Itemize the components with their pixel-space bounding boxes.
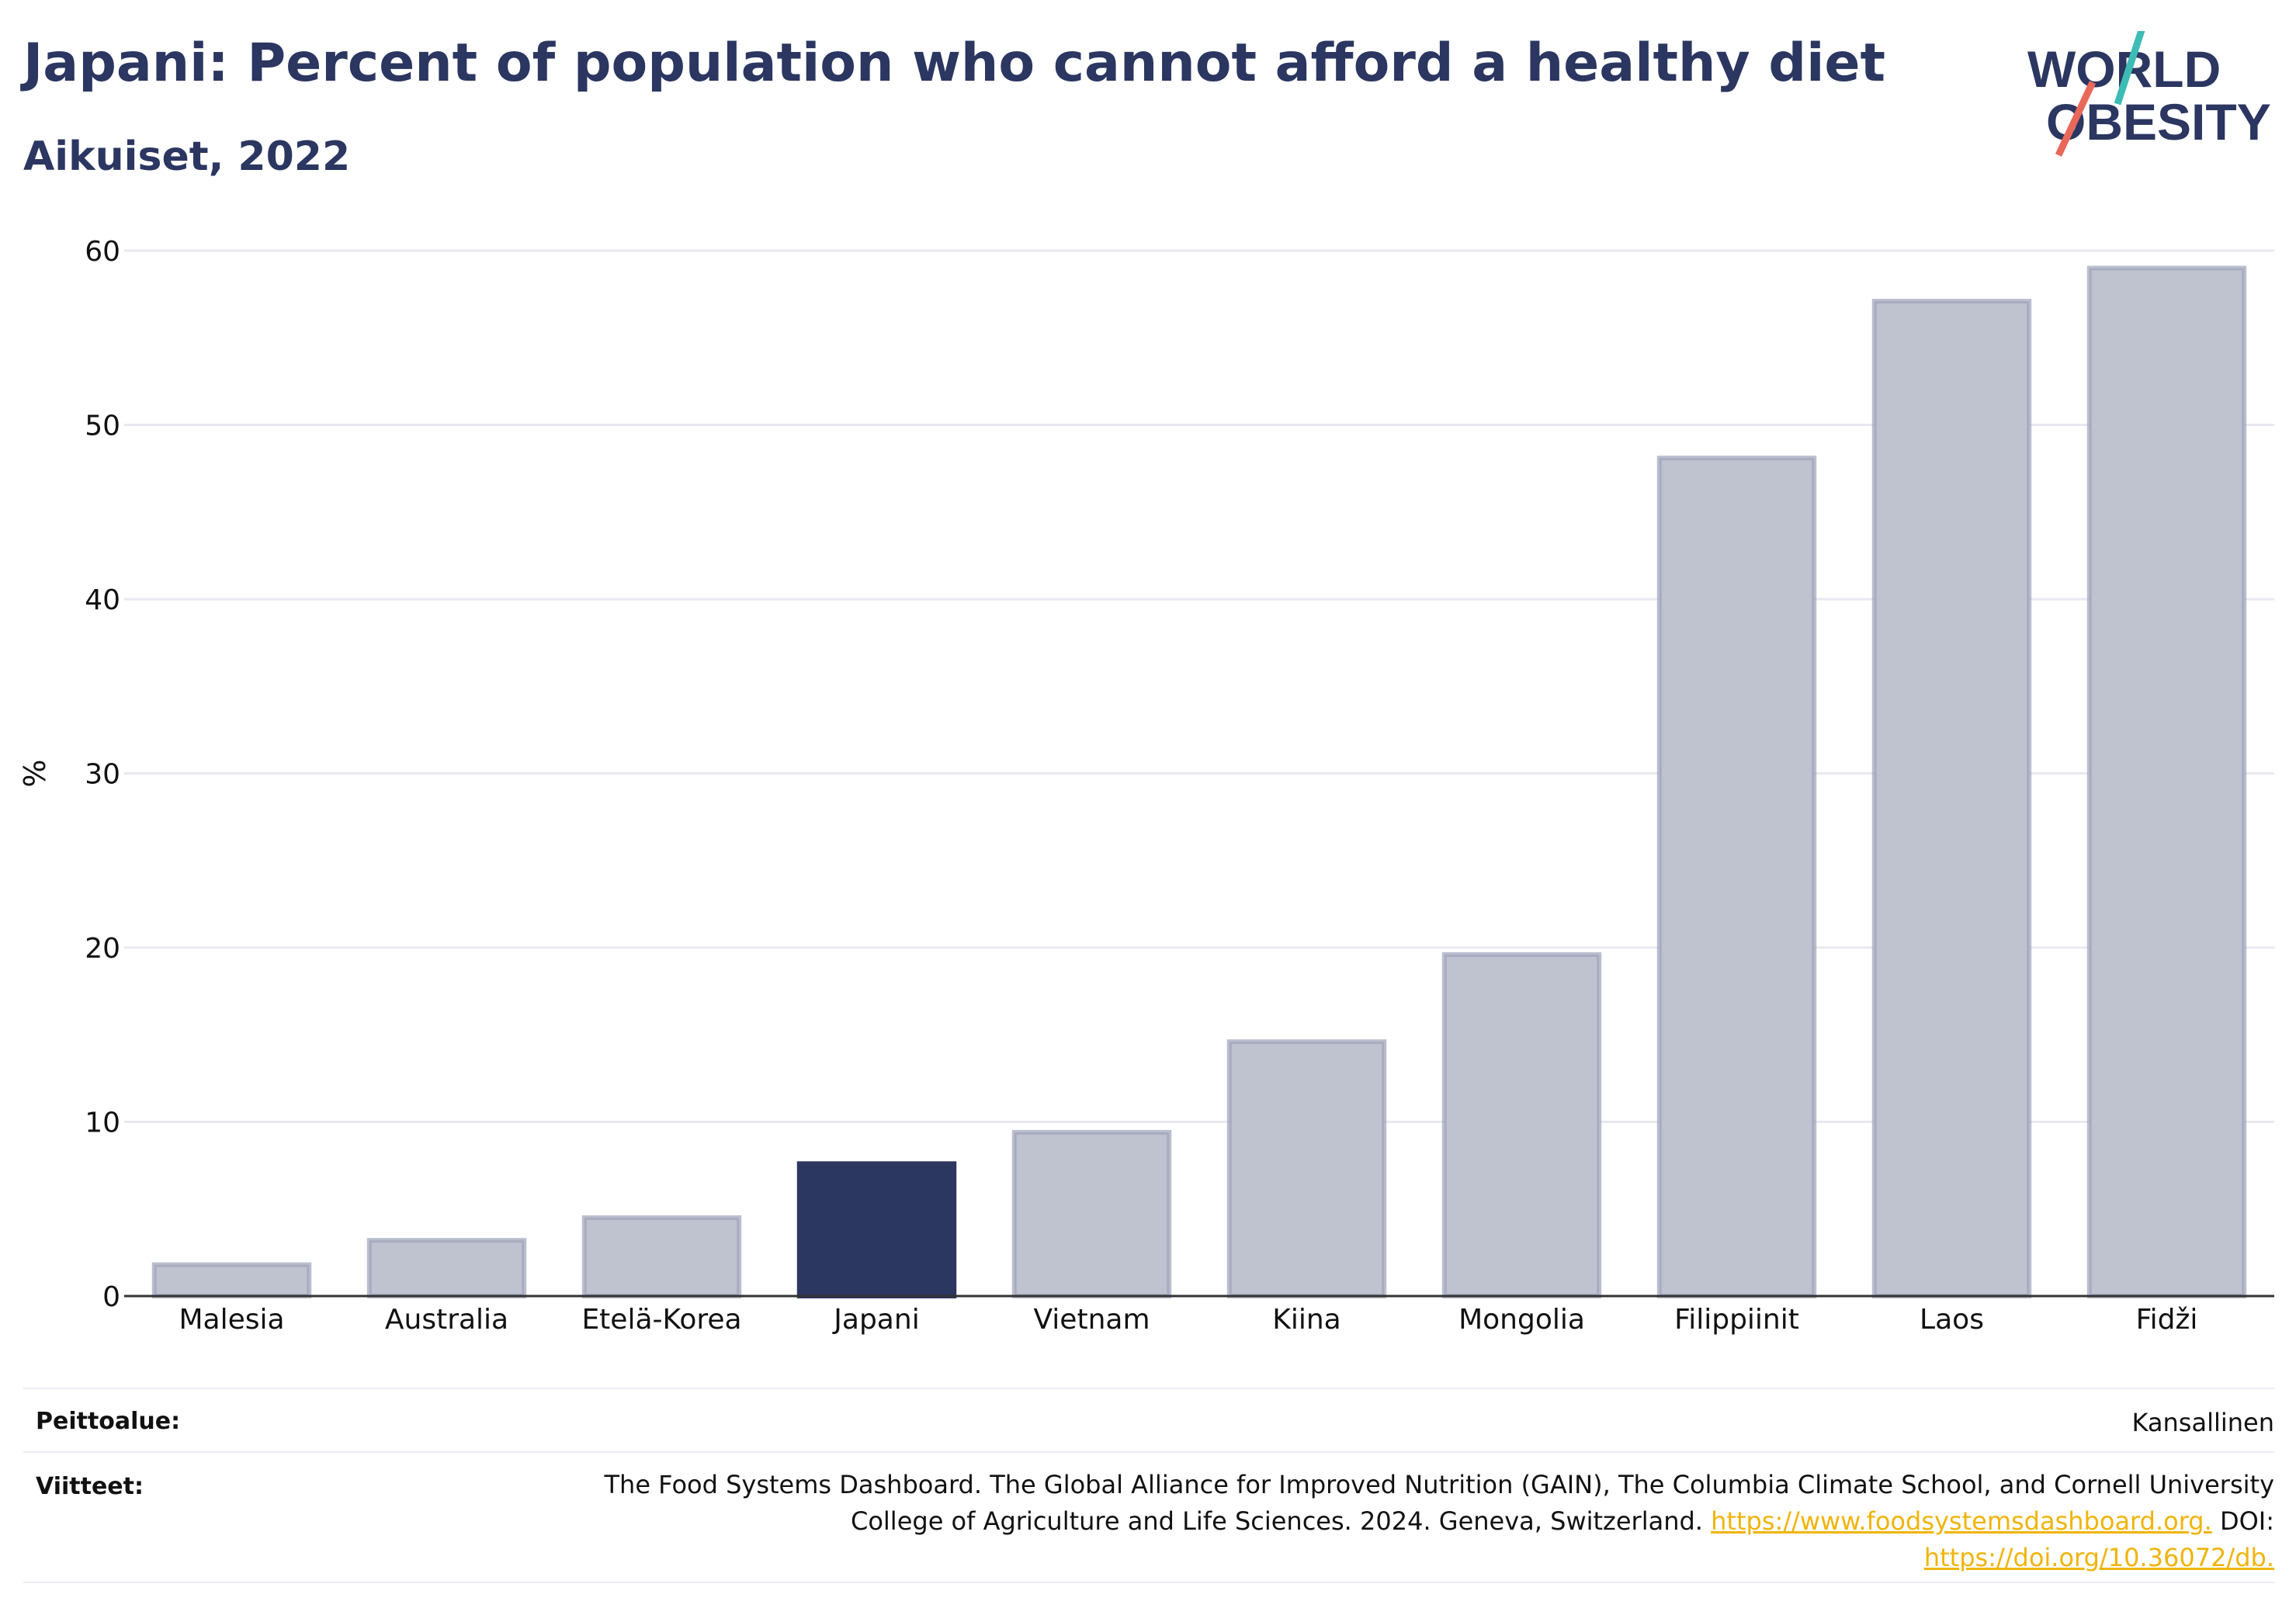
- bar-vietnam[interactable]: [1011, 1129, 1172, 1298]
- y-axis-ticks: 0 10 20 30 40 50 60: [85, 236, 120, 1313]
- x-tick-label: Fidži: [2136, 1304, 2198, 1336]
- bar-kiina[interactable]: [1226, 1039, 1387, 1298]
- coverage-label: Peittoalue:: [36, 1408, 181, 1435]
- world-obesity-logo: WORLD OBESITY: [2027, 31, 2271, 157]
- chart-subtitle: Aikuiset, 2022: [23, 133, 351, 180]
- y-tick-label: 10: [85, 1107, 120, 1139]
- bar-japani[interactable]: [796, 1161, 957, 1298]
- bar-fid-i[interactable]: [2086, 265, 2247, 1299]
- logo-accent-red: [2055, 81, 2097, 157]
- bar-laos[interactable]: [1871, 299, 2032, 1299]
- references-line1: The Food Systems Dashboard. The Global A…: [604, 1470, 2274, 1499]
- doi-label: DOI:: [2219, 1506, 2274, 1536]
- dashboard-link[interactable]: https://www.foodsystemsdashboard.org.: [1711, 1506, 2212, 1536]
- references-label: Viitteet:: [36, 1473, 144, 1500]
- y-tick-label: 50: [85, 411, 120, 442]
- x-tick-label: Filippiinit: [1674, 1304, 1799, 1336]
- x-axis-ticks: Malesia Australia Etelä-Korea Japani Vietnam…: [179, 1304, 2197, 1336]
- bar-malesia[interactable]: [151, 1262, 312, 1298]
- doi-link[interactable]: https://doi.org/10.36072/db.: [1923, 1543, 2274, 1572]
- footer-divider-mid: [23, 1451, 2274, 1453]
- x-tick-label: Malesia: [179, 1304, 284, 1336]
- x-tick-label: Laos: [1920, 1304, 1984, 1336]
- references-line2-text: College of Agriculture and Life Sciences…: [850, 1506, 1703, 1536]
- references-text: The Food Systems Dashboard. The Global A…: [604, 1467, 2274, 1576]
- y-tick-label: 30: [85, 759, 120, 791]
- logo-accent-teal: [2114, 31, 2145, 106]
- x-tick-label: Vietnam: [1033, 1304, 1150, 1336]
- y-tick-label: 20: [85, 933, 120, 965]
- bar-etel-korea[interactable]: [581, 1215, 742, 1298]
- bar-australia[interactable]: [366, 1238, 527, 1299]
- footer-divider-bottom: [23, 1582, 2274, 1583]
- chart-title: Japani: Percent of population who cannot…: [23, 33, 1886, 94]
- x-tick-label: Japani: [832, 1304, 919, 1336]
- bar-filippiinit[interactable]: [1656, 456, 1817, 1298]
- x-tick-label: Australia: [385, 1304, 508, 1336]
- y-tick-label: 40: [85, 584, 120, 616]
- y-axis-label: %: [18, 759, 52, 787]
- footer-divider-top: [23, 1388, 2274, 1389]
- references-line3: https://doi.org/10.36072/db.: [604, 1540, 2274, 1576]
- bars: [151, 265, 2247, 1299]
- x-tick-label: Etelä-Korea: [581, 1304, 741, 1336]
- coverage-value: Kansallinen: [2131, 1408, 2274, 1437]
- y-tick-label: 0: [102, 1281, 120, 1313]
- bar-chart: 0 10 20 30 40 50 60 Malesia Australia Etelä-Kore…: [18, 236, 2274, 1336]
- references-line2: College of Agriculture and Life Sciences…: [604, 1503, 2274, 1540]
- x-tick-label: Kiina: [1272, 1304, 1341, 1336]
- x-tick-label: Mongolia: [1458, 1304, 1585, 1336]
- y-tick-label: 60: [85, 236, 120, 268]
- bar-mongolia[interactable]: [1441, 951, 1602, 1298]
